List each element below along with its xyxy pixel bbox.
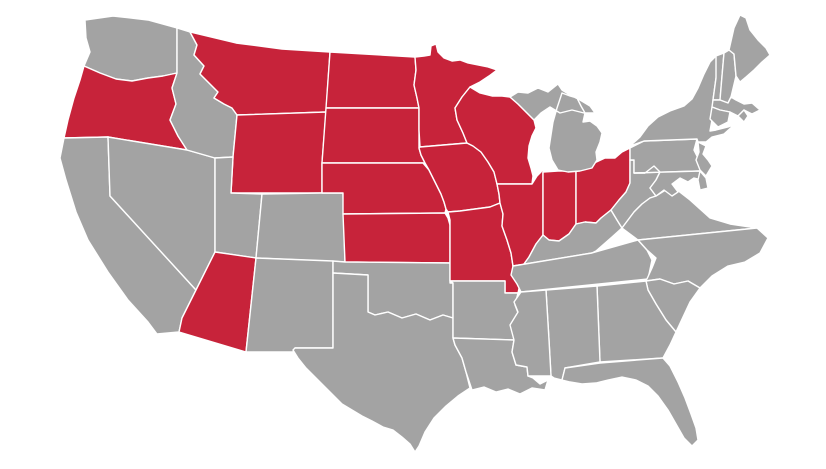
state-maryland[interactable]: Maryland	[633, 165, 703, 197]
state-tennessee[interactable]: Tennessee	[510, 239, 653, 293]
state-new-jersey[interactable]: New Jersey	[695, 141, 713, 177]
state-pennsylvania[interactable]: Pennsylvania	[629, 138, 704, 174]
state-south-dakota[interactable]: South Dakota	[321, 107, 426, 164]
state-delaware[interactable]: Delaware	[697, 170, 709, 191]
states-layer: Washington Oregon California Nevada Idah…	[59, 14, 771, 453]
state-north-dakota[interactable]: North Dakota	[325, 51, 420, 109]
state-kentucky[interactable]: Kentucky	[512, 209, 623, 272]
state-new-mexico[interactable]: New Mexico	[245, 257, 334, 353]
state-washington[interactable]: Washington	[83, 15, 178, 82]
state-virginia[interactable]: Virginia	[621, 185, 758, 241]
state-wyoming[interactable]: Wyoming	[230, 111, 327, 194]
state-michigan[interactable]: Michigan	[509, 83, 603, 173]
state-maine[interactable]: Maine	[728, 14, 771, 83]
state-texas[interactable]: Texas	[292, 272, 471, 453]
state-kansas[interactable]: Kansas	[342, 212, 451, 264]
state-rhode-island[interactable]: Rhode Island	[737, 109, 749, 123]
state-connecticut[interactable]: Connecticut	[709, 106, 731, 128]
state-montana[interactable]: Montana	[189, 31, 331, 116]
state-minnesota[interactable]: Minnesota	[413, 43, 498, 148]
state-colorado[interactable]: Colorado	[255, 192, 346, 263]
state-florida[interactable]: Florida	[561, 357, 699, 447]
state-mississippi[interactable]: Mississippi	[509, 289, 552, 377]
